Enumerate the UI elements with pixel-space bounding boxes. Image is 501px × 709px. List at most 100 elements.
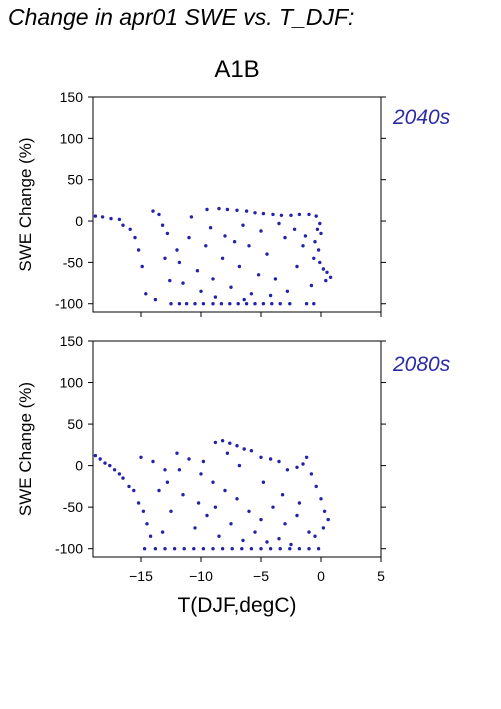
data-point xyxy=(292,227,297,231)
data-point xyxy=(140,264,144,269)
data-point xyxy=(259,547,263,551)
data-point xyxy=(261,211,266,216)
data-point xyxy=(172,547,177,551)
data-point xyxy=(319,497,323,501)
data-point xyxy=(182,547,186,551)
data-point xyxy=(319,231,323,236)
data-point xyxy=(153,297,158,302)
data-point xyxy=(117,217,122,222)
data-point xyxy=(121,476,125,480)
data-point xyxy=(133,235,137,240)
data-point xyxy=(256,273,261,277)
data-point xyxy=(181,493,185,497)
data-point xyxy=(307,547,311,551)
data-point xyxy=(228,302,232,306)
plot-frame xyxy=(92,340,382,558)
x-tick-label: 5 xyxy=(377,568,385,584)
data-point xyxy=(153,547,158,551)
data-point xyxy=(175,451,179,455)
data-point xyxy=(321,267,326,271)
period-label-2040s: 2040s xyxy=(393,106,451,129)
data-point xyxy=(268,293,273,298)
data-point xyxy=(189,215,194,219)
data-point xyxy=(235,444,239,448)
data-point xyxy=(295,513,299,518)
period-label-2080s: 2080s xyxy=(393,353,451,376)
data-point xyxy=(316,547,321,551)
x-axis-title: T(DJF,degC) xyxy=(177,594,297,617)
data-point xyxy=(151,459,155,464)
scenario-title: A1B xyxy=(214,56,260,83)
data-point xyxy=(325,270,329,274)
data-point xyxy=(232,240,237,244)
data-point xyxy=(181,281,185,285)
data-point xyxy=(136,501,141,505)
data-point xyxy=(163,468,167,472)
data-point xyxy=(208,226,213,230)
data-point xyxy=(241,538,245,543)
data-point xyxy=(265,540,269,544)
data-point xyxy=(142,547,147,551)
data-point xyxy=(301,462,305,466)
x-tick-label: −5 xyxy=(253,568,269,584)
data-point xyxy=(211,277,215,281)
data-point xyxy=(117,472,122,476)
data-point xyxy=(177,468,182,472)
data-point xyxy=(259,517,263,522)
y-tick-label: -100 xyxy=(55,541,83,557)
data-point xyxy=(211,547,215,551)
data-point xyxy=(288,302,292,306)
data-point xyxy=(322,509,327,513)
data-point xyxy=(136,248,141,252)
data-point xyxy=(201,547,206,551)
data-point xyxy=(277,221,281,226)
data-point xyxy=(312,302,316,306)
data-point xyxy=(230,547,234,551)
data-point xyxy=(309,283,314,288)
data-point xyxy=(223,234,227,238)
data-point xyxy=(163,256,167,260)
y-tick-label: 50 xyxy=(67,172,83,188)
data-point xyxy=(326,517,330,522)
y-tick-label: 100 xyxy=(60,130,84,146)
data-point xyxy=(316,248,321,252)
data-point xyxy=(289,213,293,217)
data-point xyxy=(169,302,173,306)
data-point xyxy=(261,302,266,306)
data-point xyxy=(220,256,225,260)
data-point xyxy=(103,461,107,465)
data-point xyxy=(220,547,225,551)
data-point xyxy=(211,302,215,306)
data-point xyxy=(318,221,322,226)
data-point xyxy=(141,509,146,513)
data-point xyxy=(225,207,230,212)
data-point xyxy=(303,234,308,238)
data-point xyxy=(247,244,251,248)
data-point xyxy=(312,256,316,260)
y-tick-label: 150 xyxy=(60,333,84,349)
data-point xyxy=(321,526,326,530)
data-point xyxy=(265,252,269,256)
data-point xyxy=(144,292,148,296)
data-point xyxy=(195,269,200,273)
y-tick-label: 100 xyxy=(60,375,84,391)
data-point xyxy=(213,295,218,299)
y-tick-label: -50 xyxy=(63,254,83,270)
data-point xyxy=(297,212,302,217)
data-point xyxy=(271,212,275,217)
data-point xyxy=(93,214,98,218)
data-point xyxy=(211,480,215,484)
data-point xyxy=(193,526,197,530)
y-tick-label: 0 xyxy=(75,458,83,474)
data-point xyxy=(237,463,242,468)
data-point xyxy=(204,244,208,248)
data-point xyxy=(285,468,290,472)
data-point xyxy=(235,497,239,501)
data-point xyxy=(184,302,189,306)
data-point xyxy=(244,302,249,306)
data-point xyxy=(297,547,302,551)
data-point xyxy=(199,289,203,293)
data-point xyxy=(279,213,284,217)
data-point xyxy=(228,441,232,445)
data-point xyxy=(223,488,227,493)
